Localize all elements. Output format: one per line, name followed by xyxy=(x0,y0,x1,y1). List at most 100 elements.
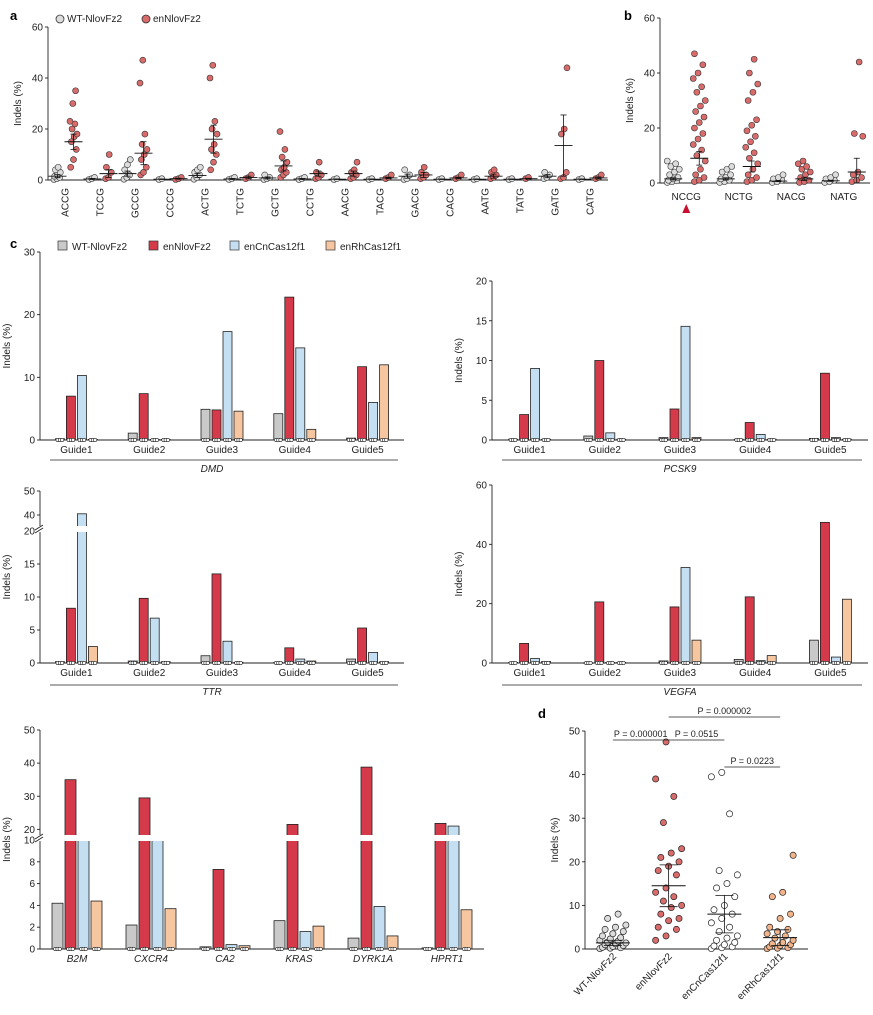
d-category-label: enCnCas12f1 xyxy=(679,951,730,1002)
b-point-NCCG xyxy=(691,124,698,132)
c-genes-category-label: B2M xyxy=(67,954,88,965)
d-point-enNlovFz2 xyxy=(675,858,683,866)
d-point-enCnCas12f1 xyxy=(733,871,741,879)
a-category-label: GACG xyxy=(411,188,422,218)
c-genes-replicate-dot xyxy=(244,946,249,951)
c-dmd-replicate-dot xyxy=(216,437,221,442)
d-category-label: enNlovFz2 xyxy=(633,951,675,993)
a-point-GATG xyxy=(541,169,549,176)
a-y-tick-label: 20 xyxy=(32,125,44,136)
c-pcsk9-replicate-dot xyxy=(814,437,819,442)
c-genes-replicate-dot xyxy=(218,946,223,951)
c-ttr-y-tick-label: 10 xyxy=(24,593,36,604)
c-dmd-replicate-dot xyxy=(227,437,232,442)
d-point-WT-NlovFz2 xyxy=(609,930,617,938)
c-genes-category-label: CXCR4 xyxy=(134,954,168,965)
d-y-tick-label: 40 xyxy=(569,770,581,781)
d-point-enCnCas12f1 xyxy=(715,928,723,936)
c-pcsk9-bar-Guide2-enNlovFz2 xyxy=(594,360,605,441)
c-ttr-category-label: Guide4 xyxy=(279,668,312,679)
a-point-TCCG xyxy=(103,163,110,171)
legend-c-wt-swatch xyxy=(57,240,68,251)
b-point-NCCG xyxy=(672,160,679,168)
c-dmd-category-label: Guide4 xyxy=(279,445,312,456)
b-point-NCTG xyxy=(748,121,756,129)
c-ttr-replicate-dot xyxy=(373,660,378,665)
d-y-tick-label: 0 xyxy=(574,945,580,956)
a-point-GCCG xyxy=(140,169,147,176)
c-ttr-replicate-dot xyxy=(278,660,283,665)
c-genes-replicate-dot xyxy=(131,946,136,951)
c-vegfa-category-label: Guide1 xyxy=(513,668,546,679)
a-point-GCCG xyxy=(124,161,131,168)
d-point-enCnCas12f1 xyxy=(710,942,718,950)
d-point-enNlovFz2 xyxy=(667,904,675,912)
b-point-NCTG xyxy=(753,116,760,124)
c-dmd-replicate-dot xyxy=(93,437,98,442)
a-point-GACG xyxy=(401,166,409,174)
c-pcsk9-bar-Guide1-enCnCas12f1 xyxy=(530,368,540,441)
a-point-GCTG xyxy=(278,153,286,161)
b-point-NCTG xyxy=(743,127,751,135)
c-genes-bar-CXCR4-WT-NlovFz2 xyxy=(125,924,138,950)
c-genes-y-tick-label: 6 xyxy=(29,879,35,890)
c-genes-bar-B2M-enRhCas12f1 xyxy=(90,900,103,950)
c-genes-y-tick-label: 0 xyxy=(29,945,35,956)
b-point-NCCG xyxy=(663,157,671,165)
d-point-enCnCas12f1 xyxy=(718,915,726,922)
c-ttr-replicate-dot xyxy=(71,660,76,665)
a-point-ACTG xyxy=(208,146,215,153)
c-dmd-y-tick-label: 0 xyxy=(29,436,35,447)
c-pcsk9-bar-Guide4-enNlovFz2 xyxy=(744,422,755,441)
d-point-enRhCas12f1 xyxy=(763,930,771,938)
c-ttr-bar-Guide3-enNlovFz2 xyxy=(211,573,222,664)
legend-c-wt-label: WT-NlovFz2 xyxy=(72,242,127,253)
c-ttr-y-tick-label: 20 xyxy=(24,527,36,538)
d-point-enNlovFz2 xyxy=(667,849,675,857)
c-ttr-axis-break-mark xyxy=(34,524,44,531)
c-ttr-replicate-dot xyxy=(205,660,210,665)
c-dmd-category-label: Guide2 xyxy=(133,445,166,456)
c-pcsk9-replicate-dot xyxy=(825,437,830,442)
c-genes-category-label: CA2 xyxy=(215,954,235,965)
c-pcsk9-replicate-dot xyxy=(760,437,765,442)
b-point-NCTG xyxy=(749,88,757,96)
a-point-GATG xyxy=(563,64,571,72)
c-vegfa-category-label: Guide2 xyxy=(589,668,622,679)
b-point-NCCG xyxy=(689,75,697,82)
c-genes-bar-KRAS-WT-NlovFz2 xyxy=(273,920,286,950)
a-point-CCTG xyxy=(315,158,323,166)
c-dmd-replicate-dot xyxy=(205,437,210,442)
b-point-NCTG xyxy=(749,165,757,173)
d-y-tick-label: 50 xyxy=(569,727,581,738)
a-category-label: ACCG xyxy=(61,188,72,217)
c-genes-replicate-dot xyxy=(144,946,149,951)
gene-label-ttr: TTR xyxy=(202,687,221,698)
b-highlight-triangle xyxy=(682,204,691,213)
c-vegfa-replicate-dot xyxy=(674,660,679,665)
c-vegfa-replicate-dot xyxy=(588,660,593,665)
a-category-label: GATG xyxy=(551,188,562,216)
c-genes-category-label: DYRK1A xyxy=(353,954,393,965)
a-point-GATG xyxy=(560,125,568,133)
b-point-NCCG xyxy=(691,50,698,58)
c-dmd-bar-Guide3-WT-NlovFz2 xyxy=(200,408,211,441)
panel-label-d: d xyxy=(538,706,546,721)
plot-c-vegfa: 0 20 40 60 Indels (%) Guide1 Guide2 Guide3 Guide… xyxy=(454,481,868,686)
a-point-GATG xyxy=(558,130,565,138)
b-point-NCTG xyxy=(742,143,750,151)
b-point-NCCG xyxy=(701,157,709,165)
c-ttr-y-tick-label: 0 xyxy=(29,659,35,670)
d-y-tick-label: 30 xyxy=(569,814,581,825)
d-point-enCnCas12f1 xyxy=(718,768,726,776)
d-point-enCnCas12f1 xyxy=(707,773,715,781)
d-y-tick-label: 20 xyxy=(569,857,581,868)
a-point-GCCG xyxy=(143,146,151,153)
c-dmd-replicate-dot xyxy=(165,437,170,442)
c-pcsk9-bar-Guide5-enNlovFz2 xyxy=(820,372,830,441)
legend-c: WT-NlovFz2 enNlovFz2 enCnCas12f1 enRhCas… xyxy=(57,240,402,253)
b-point-NCTG xyxy=(728,163,736,170)
b-point-NCCG xyxy=(694,135,702,143)
c-vegfa-y-tick-label: 60 xyxy=(476,481,488,492)
d-point-enCnCas12f1 xyxy=(720,941,728,949)
